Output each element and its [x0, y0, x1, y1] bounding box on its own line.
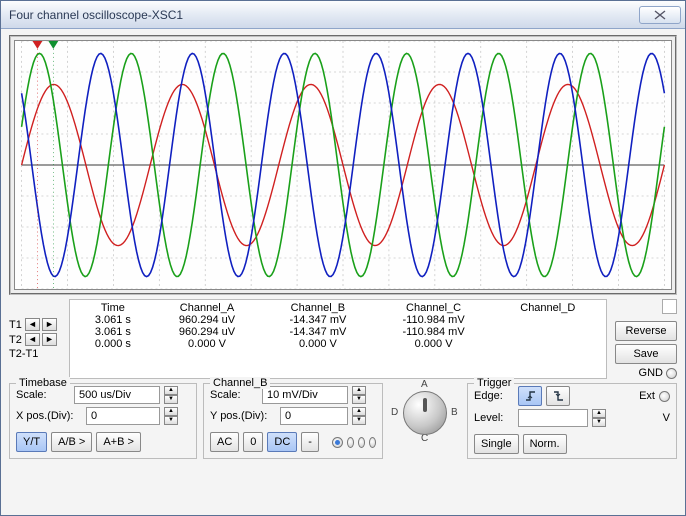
ext-label: Ext: [639, 390, 655, 402]
ch-c-radio[interactable]: [358, 437, 365, 448]
falling-edge-icon: [553, 390, 563, 402]
restore-indicator[interactable]: [662, 299, 677, 314]
gnd-label: GND: [639, 367, 663, 379]
close-button[interactable]: [639, 6, 681, 24]
ch-a-radio[interactable]: [332, 437, 343, 448]
ch-d-radio[interactable]: [369, 437, 376, 448]
ch-ypos-spin[interactable]: ▲▼: [352, 407, 366, 425]
rising-edge-icon: [525, 390, 535, 402]
dial-label-b: B: [451, 407, 458, 418]
mode-yt-button[interactable]: Y/T: [16, 432, 47, 452]
oscilloscope-window: Four channel oscilloscope-XSC1 T1 ◄ ► T2…: [0, 0, 686, 516]
t-diff-label: T2-T1: [9, 348, 38, 360]
tb-scale-input[interactable]: 500 us/Div: [74, 386, 160, 404]
edge-rising-button[interactable]: [518, 386, 542, 406]
t2-left-button[interactable]: ◄: [25, 333, 40, 346]
client-area: T1 ◄ ► T2 ◄ ► T2-T1 TimeChannel_AChannel…: [1, 29, 685, 515]
tb-xpos-label: X pos.(Div):: [16, 410, 82, 422]
mode-ab-button[interactable]: A/B >: [51, 432, 92, 452]
ch-scale-spin[interactable]: ▲▼: [352, 386, 366, 404]
mode-aplusb-button[interactable]: A+B >: [96, 432, 141, 452]
tb-scale-label: Scale:: [16, 389, 70, 401]
trigger-group: Trigger Edge: Ext Level: ▲▼: [467, 383, 677, 459]
dial-label-a: A: [421, 379, 428, 390]
ch-b-radio[interactable]: [347, 437, 354, 448]
t1-left-button[interactable]: ◄: [25, 318, 40, 331]
window-title: Four channel oscilloscope-XSC1: [9, 8, 183, 22]
level-spin[interactable]: ▲▼: [592, 409, 606, 427]
readout-table: TimeChannel_AChannel_BChannel_CChannel_D…: [74, 302, 602, 350]
ext-radio[interactable]: [659, 391, 670, 402]
channel-group: Channel_B Scale: 10 mV/Div ▲▼ Y pos.(Div…: [203, 383, 383, 459]
dial-label-d: D: [391, 407, 398, 418]
ch-scale-input[interactable]: 10 mV/Div: [262, 386, 348, 404]
readout-row: T1 ◄ ► T2 ◄ ► T2-T1 TimeChannel_AChannel…: [9, 299, 677, 379]
gnd-radio[interactable]: [666, 368, 677, 379]
trigger-single-button[interactable]: Single: [474, 434, 519, 454]
ch-scale-label: Scale:: [210, 389, 258, 401]
oscilloscope-display[interactable]: [14, 40, 672, 290]
trigger-normal-button[interactable]: Norm.: [523, 434, 567, 454]
controls-row: Timebase Scale: 500 us/Div ▲▼ X pos.(Div…: [9, 383, 677, 459]
tb-xpos-input[interactable]: 0: [86, 407, 160, 425]
t2-right-button[interactable]: ►: [42, 333, 57, 346]
channel-title: Channel_B: [210, 377, 270, 389]
ch-ypos-label: Y pos.(Div):: [210, 410, 276, 422]
timebase-group: Timebase Scale: 500 us/Div ▲▼ X pos.(Div…: [9, 383, 197, 459]
coupling-zero-button[interactable]: 0: [243, 432, 263, 452]
right-buttons: Reverse Save GND: [611, 299, 677, 379]
cursor-controls: T1 ◄ ► T2 ◄ ► T2-T1: [9, 299, 65, 379]
edge-label: Edge:: [474, 390, 514, 402]
readout-box: TimeChannel_AChannel_BChannel_CChannel_D…: [69, 299, 607, 379]
ch-ypos-input[interactable]: 0: [280, 407, 348, 425]
trigger-title: Trigger: [474, 377, 514, 389]
level-input[interactable]: [518, 409, 588, 427]
scope-frame: [9, 35, 677, 295]
coupling-minus-button[interactable]: -: [301, 432, 319, 452]
coupling-dc-button[interactable]: DC: [267, 432, 297, 452]
channel-selector-dial[interactable]: A B C D: [389, 383, 461, 443]
t1-right-button[interactable]: ►: [42, 318, 57, 331]
level-label: Level:: [474, 412, 514, 424]
edge-falling-button[interactable]: [546, 386, 570, 406]
t1-label: T1: [9, 319, 23, 331]
tb-scale-spin[interactable]: ▲▼: [164, 386, 178, 404]
reverse-button[interactable]: Reverse: [615, 321, 677, 341]
close-icon: [654, 10, 666, 20]
titlebar[interactable]: Four channel oscilloscope-XSC1: [1, 1, 685, 29]
coupling-ac-button[interactable]: AC: [210, 432, 239, 452]
level-unit: V: [663, 412, 670, 424]
t2-label: T2: [9, 334, 23, 346]
timebase-title: Timebase: [16, 377, 70, 389]
dial-knob[interactable]: [403, 391, 447, 435]
save-button[interactable]: Save: [615, 344, 677, 364]
tb-xpos-spin[interactable]: ▲▼: [164, 407, 178, 425]
